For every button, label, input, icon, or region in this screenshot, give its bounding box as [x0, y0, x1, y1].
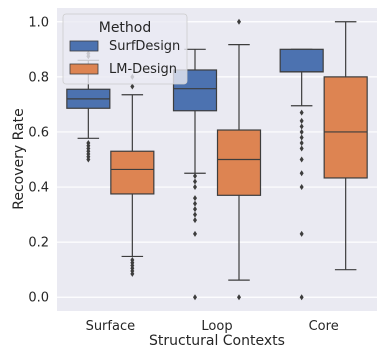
y-tick-label: 0.6: [28, 125, 49, 140]
outlier-point: [193, 178, 197, 185]
y-tick-label: 0.0: [28, 291, 49, 306]
outlier-point: [237, 294, 241, 301]
outlier-point: [299, 139, 304, 146]
outlier-point: [193, 206, 197, 213]
legend-swatch-surfdesign: [69, 40, 99, 52]
outlier-point: [193, 211, 197, 218]
legend-swatch-lm-design: [69, 63, 99, 75]
legend: Method SurfDesign LM-Design: [62, 13, 188, 85]
outlier-point: [193, 173, 197, 180]
box-iqr: [110, 150, 155, 195]
box-lm-design-core: [323, 21, 368, 271]
outlier-point: [130, 270, 135, 277]
outlier-point: [193, 184, 197, 191]
outlier-point: [299, 117, 304, 124]
y-tick-label: 0.2: [28, 236, 49, 251]
y-tick-label: 0.8: [28, 70, 49, 85]
outlier-point: [299, 170, 304, 177]
outlier-point: [86, 156, 91, 163]
outlier-point: [299, 123, 304, 130]
legend-title: Method: [99, 20, 152, 36]
outlier-point: [299, 156, 304, 163]
y-tick-label: 0.4: [28, 181, 49, 196]
y-tick-labels: 0.0 0.2 0.4 0.6 0.8 1.0: [28, 15, 49, 305]
outlier-point: [299, 184, 304, 191]
x-tick-label-core: Core: [309, 319, 339, 334]
legend-label-surfdesign: SurfDesign: [109, 39, 180, 54]
box-iqr: [279, 48, 324, 73]
outlier-point: [299, 294, 304, 301]
outlier-point: [299, 134, 304, 141]
outlier-point: [193, 230, 197, 237]
box-lm-design-loop: [216, 18, 262, 301]
box-iqr: [216, 129, 262, 196]
outlier-point: [193, 195, 197, 202]
x-tick-label-surface: Surface: [86, 319, 136, 334]
x-tick-labels: Surface Loop Core: [86, 319, 339, 334]
boxes: [66, 18, 368, 301]
y-tick-label: 1.0: [28, 15, 49, 30]
outlier-point: [237, 18, 241, 25]
box-lm-design-surface: [110, 73, 155, 277]
x-tick-label-loop: Loop: [201, 319, 232, 334]
box-surfdesign-core: [279, 48, 324, 301]
outlier-point: [299, 128, 304, 135]
outlier-point: [299, 230, 304, 237]
x-axis-title: Structural Contexts: [149, 333, 285, 348]
box-iqr: [323, 76, 368, 179]
outlier-point: [193, 200, 197, 207]
outlier-point: [130, 83, 135, 90]
outlier-point: [193, 294, 197, 301]
outlier-point: [299, 109, 304, 116]
y-axis-title: Recovery Rate: [11, 108, 27, 209]
outlier-point: [299, 145, 304, 152]
outlier-point: [193, 217, 197, 224]
legend-label-lm-design: LM-Design: [109, 62, 177, 77]
